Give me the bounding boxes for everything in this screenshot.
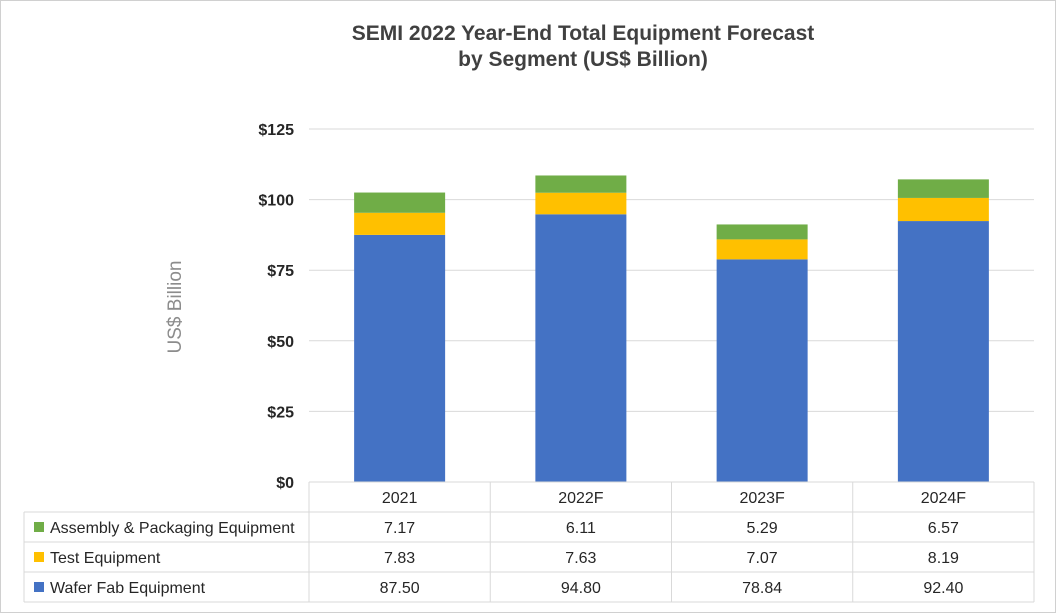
y-axis-title: US$ Billion	[165, 261, 186, 354]
table-value: 7.63	[565, 550, 596, 567]
table-value: 7.17	[384, 520, 415, 537]
chart-title-line-2: by Segment (US$ Billion)	[458, 48, 708, 71]
legend-label: Test Equipment	[50, 550, 161, 567]
table-value: 92.40	[923, 580, 963, 597]
bar-segment	[354, 212, 446, 235]
legend-label: Assembly & Packaging Equipment	[50, 520, 295, 537]
legend-swatch	[34, 582, 44, 592]
table-value: 5.29	[747, 520, 778, 537]
x-category-label: 2024F	[921, 490, 967, 507]
chart-title-line-1: SEMI 2022 Year-End Total Equipment Forec…	[352, 22, 815, 45]
table-value: 6.11	[566, 520, 596, 537]
legend-swatch	[34, 522, 44, 532]
table-value: 94.80	[561, 580, 601, 597]
legend-label: Wafer Fab Equipment	[50, 580, 206, 597]
table-value: 6.57	[928, 520, 959, 537]
table-value: 8.19	[928, 550, 959, 567]
bar-segment	[535, 192, 627, 215]
table-value: 7.07	[747, 550, 778, 567]
x-category-label: 2021	[382, 490, 418, 507]
data-table: 2021 2022F 2023F 2024F Assembly & Packaging …	[23, 481, 1035, 603]
table-value: 78.84	[742, 580, 782, 597]
y-tick-label: $25	[267, 404, 294, 421]
bar-segment	[897, 179, 989, 198]
bar-segment	[716, 224, 808, 240]
bar-segment	[897, 197, 989, 222]
y-tick-label: $125	[258, 122, 294, 139]
bar-segment	[897, 221, 989, 483]
x-category-label: 2022F	[558, 490, 604, 507]
y-tick-label: $0	[276, 475, 294, 492]
y-tick-label: $100	[258, 193, 294, 210]
x-category-label: 2023F	[739, 490, 785, 507]
table-value: 87.50	[380, 580, 420, 597]
bar-segment	[535, 175, 627, 193]
y-tick-label: $50	[267, 334, 294, 351]
bar-segment	[354, 234, 446, 482]
bar-segment	[354, 192, 446, 213]
y-tick-label: $75	[267, 263, 294, 280]
bar-segment	[716, 239, 808, 260]
bars	[354, 175, 989, 483]
legend-swatch	[34, 552, 44, 562]
table-value: 7.83	[384, 550, 415, 567]
y-axis-ticks: $0 $25 $50 $75 $100 $125	[258, 122, 294, 492]
bar-segment	[716, 259, 808, 482]
bar-segment	[535, 214, 627, 483]
